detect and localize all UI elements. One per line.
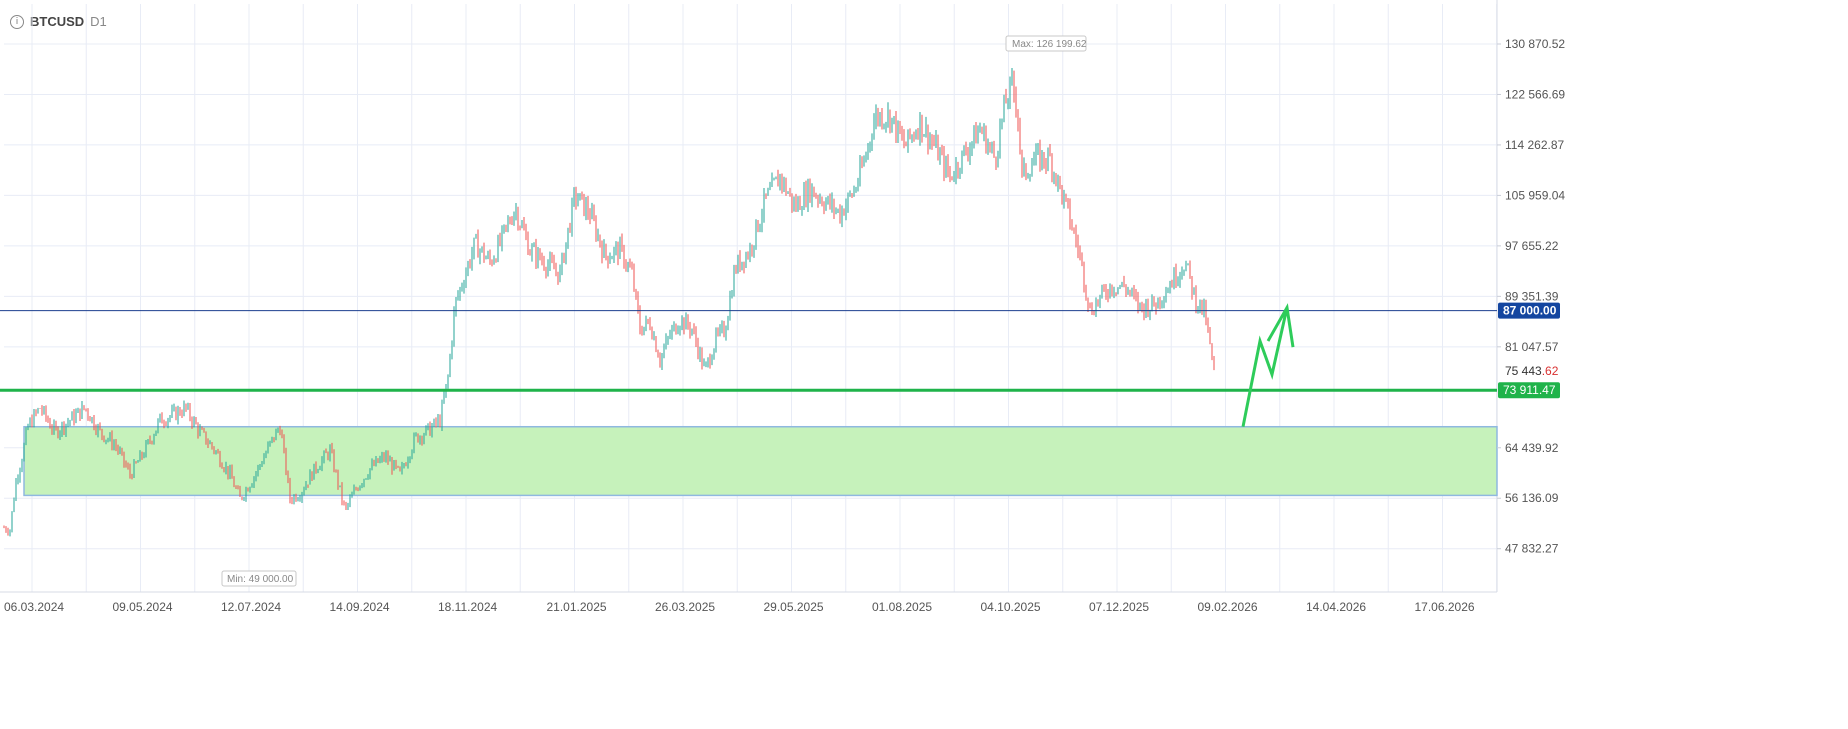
x-tick-label: 29.05.2025: [764, 600, 824, 614]
y-tick-label: 130 870.52: [1505, 37, 1565, 51]
x-tick-label: 12.07.2024: [221, 600, 281, 614]
current-price-fraction: .62: [1542, 364, 1559, 378]
y-tick-label: 56 136.09: [1505, 491, 1559, 505]
chart-grid: [0, 0, 1498, 593]
x-tick-label: 01.08.2025: [872, 600, 932, 614]
support-badge: [1498, 382, 1560, 399]
x-tick-label: 26.03.2025: [655, 600, 715, 614]
current-price-main: 75 443: [1505, 364, 1542, 378]
y-tick-label: 89 351.39: [1505, 289, 1559, 303]
y-tick-label: 97 655.22: [1505, 239, 1559, 253]
y-tick-label: 114 262.87: [1505, 138, 1564, 152]
timeframe-label: D1: [90, 14, 107, 29]
y-tick-label: 105 959.04: [1505, 188, 1565, 202]
forecast-arrow-path: [1241, 303, 1295, 428]
max-label-box: [1005, 35, 1087, 52]
time-axis: 06.03.2024 09.05.2024 12.07.2024 14.09.2024…: [4, 600, 1475, 614]
x-tick-label: 07.12.2025: [1089, 600, 1149, 614]
x-tick-label: 04.10.2025: [981, 600, 1041, 614]
x-tick-label: 06.03.2024: [4, 600, 64, 614]
axis-background: [1498, 0, 1848, 729]
support-badge-label: 73 911.47: [1503, 383, 1556, 397]
level-lines: [0, 310, 1497, 392]
y-tick-label: 64 439.92: [1505, 441, 1559, 455]
current-price-label: 75 443.62: [1505, 364, 1559, 378]
chart-header: i BTCUSD D1: [10, 14, 107, 29]
level-badge-label: 87 000.00: [1503, 304, 1557, 318]
level-badge: [1498, 302, 1560, 319]
candles-layer: [3, 68, 1215, 537]
info-icon[interactable]: i: [10, 14, 24, 29]
x-tick-label: 21.01.2025: [547, 600, 607, 614]
y-tick-label: 122 566.69: [1505, 87, 1565, 101]
min-label: Min: 49 000.00: [227, 574, 294, 585]
min-label-box: [221, 570, 297, 587]
forecast-arrow: [1241, 303, 1295, 428]
x-tick-label: 09.05.2024: [113, 600, 173, 614]
x-tick-label: 09.02.2026: [1198, 600, 1258, 614]
demand-zone: [23, 425, 1498, 497]
price-axis: 130 870.52 122 566.69 114 262.87 105 959.04…: [1497, 0, 1848, 729]
x-tick-label: 18.11.2024: [438, 600, 497, 614]
y-tick-label: 47 832.27: [1505, 542, 1559, 556]
max-label: Max: 126 199.62: [1012, 39, 1087, 50]
x-tick-label: 14.09.2024: [330, 600, 390, 614]
annotations: Max: 126 199.62 Min: 49 000.00: [221, 35, 1087, 587]
x-tick-label: 17.06.2026: [1415, 600, 1475, 614]
x-tick-label: 14.04.2026: [1306, 600, 1366, 614]
demand-zone-rect: [23, 425, 1498, 497]
y-tick-label: 81 047.57: [1505, 340, 1559, 354]
symbol-label: BTCUSD: [30, 14, 85, 29]
